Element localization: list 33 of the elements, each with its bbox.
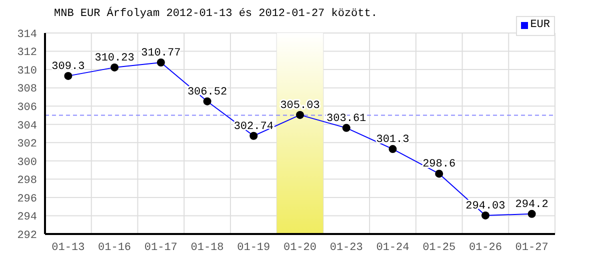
y-tick-label: 310 xyxy=(17,65,37,78)
x-tick-label: 01-17 xyxy=(144,242,178,254)
y-tick-label: 296 xyxy=(17,193,37,206)
y-tick-label: 292 xyxy=(17,230,37,242)
y-tick-label: 298 xyxy=(17,175,37,188)
x-tick-label: 01-20 xyxy=(283,242,317,254)
data-label: 301.3 xyxy=(376,134,410,146)
y-tick-label: 302 xyxy=(17,138,37,151)
legend-label: EUR xyxy=(529,19,550,31)
x-tick-label: 01-23 xyxy=(330,242,363,254)
y-tick-label: 306 xyxy=(17,102,37,114)
y-tick-label: 308 xyxy=(17,84,37,96)
x-tick-label: 01-24 xyxy=(376,242,410,254)
data-label: 310.77 xyxy=(141,48,181,60)
x-tick-label: 01-25 xyxy=(422,242,456,254)
y-tick-label: 304 xyxy=(17,120,38,132)
chart-title: MNB EUR Árfolyam 2012-01-13 és 2012-01-27 között. xyxy=(54,8,378,20)
x-tick-label: 01-13 xyxy=(52,242,85,254)
y-tick-label: 314 xyxy=(17,28,38,41)
x-tick-label: 01-27 xyxy=(515,242,548,254)
y-tick-label: 300 xyxy=(17,156,37,169)
y-tick-label: 294 xyxy=(17,212,38,224)
x-tick-label: 01-16 xyxy=(98,242,132,254)
x-tick-label: 01-18 xyxy=(190,242,224,254)
data-label: 298.6 xyxy=(422,158,456,171)
data-label: 305.03 xyxy=(280,100,320,112)
data-label: 303.61 xyxy=(326,112,367,125)
data-label: 310.23 xyxy=(94,52,134,64)
x-tick-label: 01-19 xyxy=(237,242,270,254)
data-label: 309.3 xyxy=(52,60,85,73)
data-label: 294.2 xyxy=(515,198,548,211)
x-tick-label: 01-26 xyxy=(468,242,502,254)
y-tick-label: 312 xyxy=(17,47,37,60)
